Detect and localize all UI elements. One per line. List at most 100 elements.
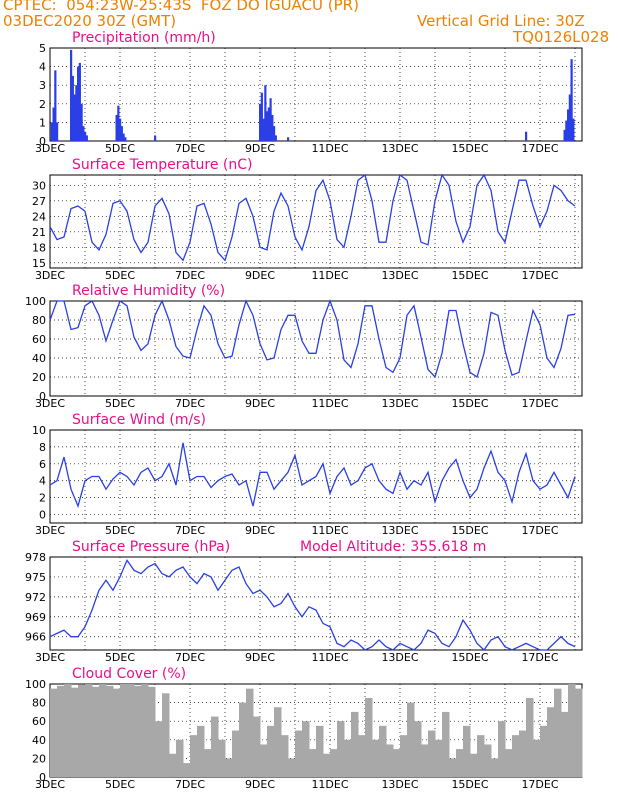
- panel-frame: [49, 556, 583, 651]
- precip-bar: [117, 105, 120, 141]
- cloud-bar: [449, 758, 457, 777]
- cloud-bar: [470, 753, 478, 777]
- precip-bar: [73, 94, 76, 141]
- precip-bar: [259, 103, 262, 141]
- cloud-bar: [575, 688, 583, 777]
- x-tick-label: 13DEC: [381, 142, 418, 155]
- pres-series-line: [49, 558, 576, 651]
- cloud-bar: [218, 739, 226, 777]
- y-tick-label: 20: [32, 371, 46, 384]
- x-tick-label: 5DEC: [105, 397, 135, 410]
- x-tick-label: 3DEC: [35, 651, 65, 664]
- cloud-bar: [456, 749, 464, 777]
- y-tick-label: 60: [32, 715, 46, 728]
- x-tick-label: 15DEC: [451, 651, 488, 664]
- y-tick-label: 2: [39, 492, 46, 505]
- x-tick-label: 15DEC: [451, 524, 488, 537]
- cloud-bar: [519, 730, 527, 777]
- cloud-bar: [274, 707, 282, 777]
- precip-bar: [75, 85, 78, 141]
- y-tick-label: 100: [25, 295, 46, 308]
- precip-bar: [260, 92, 263, 141]
- cloud-bar: [512, 735, 520, 777]
- y-tick-label: 0: [39, 509, 46, 522]
- y-tick-label: 1: [39, 116, 46, 129]
- y-tick-label: 100: [25, 678, 46, 691]
- cloud-bar: [260, 744, 268, 777]
- cloud-bar: [246, 688, 254, 777]
- cloud-bar: [393, 749, 401, 777]
- x-tick-label: 7DEC: [175, 651, 205, 664]
- x-tick-label: 17DEC: [521, 397, 558, 410]
- cloud-bar: [155, 721, 163, 777]
- x-tick-label: 9DEC: [245, 142, 275, 155]
- x-tick-label: 5DEC: [105, 651, 135, 664]
- cloud-bar: [540, 725, 548, 777]
- cloud-bar: [253, 716, 261, 777]
- y-tick-label: 8: [39, 441, 46, 454]
- cloud-bar: [57, 685, 65, 777]
- x-tick-label: 11DEC: [311, 651, 348, 664]
- cloud-bar: [533, 739, 541, 777]
- cloud-bar: [505, 749, 513, 777]
- cloud-bar: [463, 725, 471, 777]
- cloud-bar: [92, 686, 100, 777]
- x-tick-label: 3DEC: [35, 142, 65, 155]
- cloud-bar: [379, 725, 387, 777]
- y-tick-label: 40: [32, 734, 46, 747]
- cloud-bar: [484, 744, 492, 777]
- precip-bar: [80, 103, 83, 141]
- header-grid-line: Vertical Grid Line: 30Z: [417, 12, 585, 30]
- y-tick-label: 969: [25, 611, 46, 624]
- y-tick-label: 966: [25, 631, 46, 644]
- x-tick-label: 9DEC: [245, 778, 275, 791]
- precip-bar: [565, 120, 568, 141]
- precip-bar: [567, 109, 570, 141]
- precip-bar: [570, 59, 573, 141]
- panel-frame: [49, 174, 583, 269]
- cloud-bar: [407, 702, 415, 777]
- cloud-bar: [358, 735, 366, 777]
- x-tick-label: 5DEC: [105, 778, 135, 791]
- x-tick-label: 7DEC: [175, 142, 205, 155]
- cloud-bar: [386, 744, 394, 777]
- cloud-bar: [183, 763, 191, 777]
- wind-series-line: [49, 442, 576, 509]
- y-tick-label: 0: [39, 390, 46, 403]
- panel-title: Precipitation (mm/h): [72, 30, 216, 46]
- x-tick-label: 17DEC: [521, 142, 558, 155]
- cloud-bar: [50, 688, 58, 777]
- x-tick-label: 17DEC: [521, 778, 558, 791]
- cloud-bar: [337, 721, 345, 777]
- panel-frame: [49, 47, 583, 142]
- x-tick-label: 11DEC: [311, 397, 348, 410]
- cloud-bar: [176, 739, 184, 777]
- cloud-bar: [414, 721, 422, 777]
- y-tick-label: 20: [32, 752, 46, 765]
- panel-frame: [49, 429, 583, 524]
- cloud-bar: [134, 685, 142, 777]
- precip-bar: [572, 118, 575, 141]
- cloud-bar: [71, 687, 79, 777]
- x-tick-label: 7DEC: [175, 269, 205, 282]
- cloud-bar: [323, 753, 331, 777]
- cloud-bar: [78, 684, 86, 777]
- cloud-bar: [120, 684, 128, 777]
- header-line1: CPTEC: 054:23W-25:43S FOZ DO IGUACU (PR): [3, 0, 359, 14]
- y-tick-label: 80: [32, 697, 46, 710]
- cloud-bar: [64, 684, 72, 777]
- cloud-bar: [442, 711, 450, 777]
- precip-bar: [85, 135, 88, 141]
- precip-bar: [124, 137, 127, 141]
- precip-bar: [267, 107, 270, 141]
- x-tick-label: 3DEC: [35, 778, 65, 791]
- x-tick-label: 17DEC: [521, 651, 558, 664]
- precip-bar: [271, 114, 274, 141]
- panel-title: Surface Wind (m/s): [72, 412, 206, 428]
- cloud-bar: [295, 730, 303, 777]
- cloud-bar: [197, 725, 205, 777]
- panel-frame: [49, 300, 583, 397]
- y-tick-label: 978: [25, 551, 46, 564]
- y-tick-label: 0: [39, 771, 46, 784]
- y-tick-label: 40: [32, 352, 46, 365]
